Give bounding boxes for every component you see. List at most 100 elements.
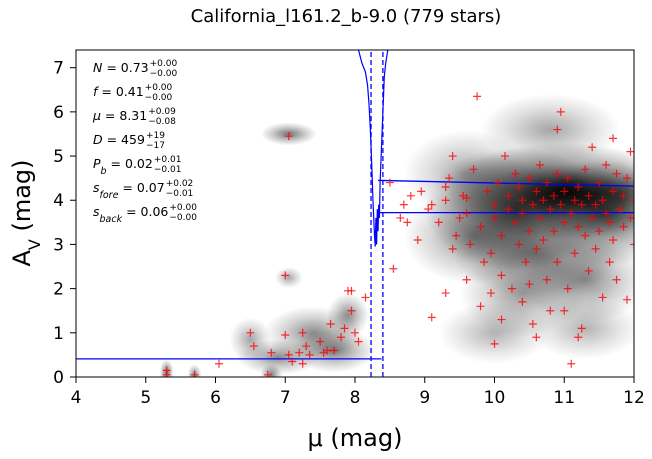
data-point xyxy=(462,275,471,284)
data-point xyxy=(490,200,499,209)
x-tick-label: 8 xyxy=(350,388,361,408)
param-symbol: μ xyxy=(92,108,101,123)
param-upper-error: +0.00 xyxy=(145,83,173,93)
param-symbol: N xyxy=(93,60,103,75)
data-point xyxy=(396,213,405,222)
y-axis-label: AV (mag) xyxy=(8,159,44,266)
data-point xyxy=(490,213,499,222)
x-tick-label: 7 xyxy=(280,388,291,408)
param-symbol: s xyxy=(93,180,100,195)
data-point xyxy=(630,196,634,205)
data-point xyxy=(535,213,544,222)
data-point xyxy=(434,218,443,227)
data-point xyxy=(584,191,593,200)
param-symbol-subscript: b xyxy=(101,166,107,177)
x-tick-label: 4 xyxy=(71,388,82,408)
data-point xyxy=(521,258,530,267)
fit-parameter: μ = 8.31 xyxy=(92,108,147,123)
fit-parameter: N = 0.73 xyxy=(93,60,149,75)
data-point xyxy=(539,236,548,245)
data-point xyxy=(518,196,527,205)
density-blob xyxy=(327,293,369,338)
param-upper-error: +0.09 xyxy=(148,107,176,117)
data-point xyxy=(476,222,485,231)
data-point xyxy=(417,187,426,196)
data-point xyxy=(487,289,496,298)
chart-title: California_l161.2_b-9.0 (779 stars) xyxy=(191,6,502,27)
data-point xyxy=(480,258,489,267)
x-tick-label: 12 xyxy=(623,388,645,408)
y-axis-label-unit: (mag) xyxy=(8,159,36,239)
param-lower-error: −0.00 xyxy=(169,213,197,223)
param-lower-error: −0.00 xyxy=(150,69,178,79)
data-point xyxy=(288,357,297,366)
density-core-mark xyxy=(612,194,621,203)
y-axis-label-symbol: A xyxy=(8,250,36,267)
data-point xyxy=(504,191,513,200)
param-upper-error: +0.00 xyxy=(150,59,178,69)
data-point xyxy=(323,346,332,355)
data-point xyxy=(612,275,621,284)
param-value: = 0.06 xyxy=(122,204,168,219)
data-point xyxy=(427,313,436,322)
data-point xyxy=(556,107,565,116)
data-point xyxy=(337,333,346,342)
x-tick-label: 11 xyxy=(553,388,575,408)
data-point xyxy=(500,152,509,161)
data-point xyxy=(616,205,625,214)
data-point xyxy=(340,324,349,333)
density-core-mark xyxy=(539,202,548,211)
y-axis-label-subscript: V xyxy=(25,239,44,250)
data-point xyxy=(626,213,634,222)
data-point xyxy=(525,227,534,236)
data-point xyxy=(602,160,611,169)
data-point xyxy=(493,178,502,187)
data-point xyxy=(591,244,600,253)
param-symbol: P xyxy=(93,156,101,171)
fit-parameter: f = 0.41 xyxy=(93,84,144,99)
param-upper-error: +0.02 xyxy=(166,179,194,189)
density-blob xyxy=(229,317,272,362)
data-point xyxy=(483,187,492,196)
data-point xyxy=(584,266,593,275)
data-point xyxy=(549,191,558,200)
data-point xyxy=(295,348,304,357)
data-point xyxy=(549,227,558,236)
param-value: = 0.02 xyxy=(107,156,153,171)
data-point xyxy=(609,236,618,245)
data-point xyxy=(598,293,607,302)
data-point xyxy=(466,240,475,249)
data-point xyxy=(602,209,611,218)
y-axis: 0 1 2 3 4 5 6 7 xyxy=(53,59,76,388)
data-point xyxy=(441,289,450,298)
data-point xyxy=(563,174,572,183)
param-upper-error: +19 xyxy=(146,131,165,141)
density-core-mark xyxy=(619,198,628,207)
data-point xyxy=(560,218,569,227)
background-upper-line xyxy=(378,179,634,187)
data-point xyxy=(577,200,586,209)
data-point xyxy=(427,200,436,209)
data-point xyxy=(630,240,634,249)
data-point xyxy=(399,200,408,209)
density-blob xyxy=(480,94,621,165)
data-point xyxy=(542,178,551,187)
param-symbol-subscript: fore xyxy=(100,190,119,201)
data-point xyxy=(577,324,586,333)
data-point xyxy=(539,196,548,205)
data-point xyxy=(525,174,534,183)
param-value: = 8.31 xyxy=(101,108,147,123)
data-point xyxy=(553,125,562,134)
data-point xyxy=(504,205,513,214)
y-tick-label: 3 xyxy=(53,235,64,255)
density-blob xyxy=(274,266,303,289)
y-tick-label: 7 xyxy=(53,59,64,79)
data-point xyxy=(406,191,415,200)
density-core-mark xyxy=(532,196,541,205)
y-tick-label: 5 xyxy=(53,147,64,167)
data-markers xyxy=(162,92,634,377)
data-point xyxy=(497,271,506,280)
distance-posterior-curve xyxy=(357,50,389,247)
density-blob xyxy=(438,301,551,364)
